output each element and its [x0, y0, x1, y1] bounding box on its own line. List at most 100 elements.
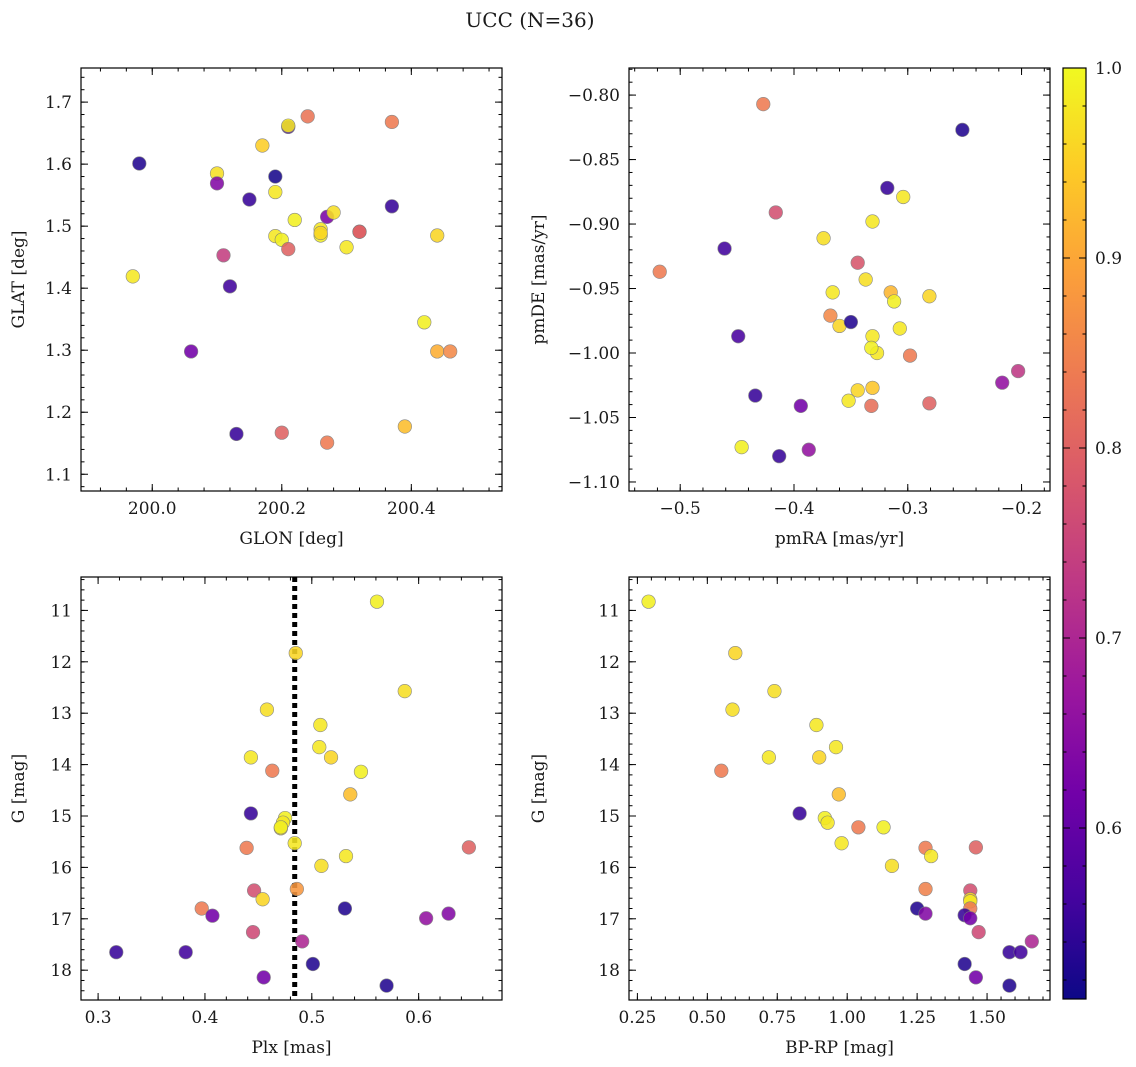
data-point: [828, 740, 844, 755]
y-tick-label: 1.1: [45, 465, 72, 485]
data-point: [865, 214, 880, 229]
data-point: [748, 388, 763, 403]
data-point: [109, 945, 124, 960]
data-point: [834, 836, 849, 851]
data-point: [922, 289, 937, 304]
x-axis-label: BP-RP [mag]: [785, 1038, 894, 1058]
data-point: [971, 925, 986, 940]
data-point: [338, 848, 354, 864]
data-point: [725, 702, 740, 717]
data-point: [1024, 934, 1039, 949]
colorbar: 0.6 0.7 0.8 0.9 1.0: [1062, 59, 1122, 1000]
data-point: [1011, 363, 1026, 379]
data-point: [255, 892, 270, 907]
x-axis-label: Plx [mas]: [251, 1038, 331, 1058]
data-point: [714, 763, 729, 778]
colorbar-tick-label: 1.0: [1095, 59, 1122, 79]
data-point: [417, 315, 432, 330]
data-point: [831, 787, 846, 802]
y-tick-label: 11: [598, 601, 620, 621]
data-point: [259, 702, 275, 717]
y-tick-label: 1.4: [45, 279, 72, 299]
data-point: [216, 248, 231, 263]
y-tick-label: 17: [598, 910, 620, 930]
y-tick-label: 11: [50, 601, 72, 621]
y-tick-label: 1.6: [45, 155, 72, 175]
data-point: [314, 858, 329, 873]
x-tick-label: 200.2: [257, 499, 306, 519]
y-axis-label: pmDE [mas/yr]: [529, 214, 549, 344]
x-tick-label: 1.25: [898, 1008, 936, 1028]
data-point: [902, 348, 918, 363]
data-point: [918, 906, 933, 921]
panel-bprp-g: 0.25 0.50 0.75 1.00 1.25 1.50 11 12 13 14 15 16 17 18…: [529, 576, 1051, 1058]
data-point: [397, 419, 412, 434]
y-tick-label: 15: [598, 807, 620, 827]
colorbar-fill: [1063, 68, 1086, 999]
y-tick-label: 12: [598, 653, 620, 673]
panel-plx-g: 0.3 0.4 0.5 0.6 11 12 13 14 15 16 17 18 Plx [mas] G […: [9, 576, 503, 1058]
data-point: [918, 881, 933, 897]
data-point: [767, 684, 782, 699]
data-point: [132, 156, 147, 171]
data-point: [922, 396, 937, 411]
data-point: [851, 820, 866, 835]
y-tick-label: 18: [598, 961, 620, 981]
data-point: [313, 717, 328, 733]
colorbar-tick-label: 0.8: [1095, 439, 1122, 459]
data-point: [876, 820, 891, 835]
axes-frame: [80, 67, 503, 492]
data-point: [430, 228, 445, 243]
data-point: [222, 279, 238, 294]
x-tick-label: 0.75: [758, 1008, 796, 1028]
data-point: [968, 970, 983, 985]
figure-title: UCC (N=36): [465, 8, 594, 32]
data-point: [353, 764, 369, 779]
data-point: [880, 180, 895, 196]
x-tick-label: 0.3: [85, 1008, 112, 1028]
data-point: [816, 231, 831, 246]
data-point: [194, 901, 209, 916]
x-axis-label: pmRA [mas/yr]: [775, 529, 904, 549]
x-tick-label: 1.50: [968, 1008, 1006, 1028]
y-tick-label: −0.90: [568, 215, 620, 235]
data-point: [379, 978, 394, 993]
data-point: [300, 109, 315, 124]
data-point: [313, 225, 328, 241]
colorbar-tick-label: 0.6: [1095, 819, 1122, 839]
y-axis-label: G [mag]: [529, 754, 549, 823]
axes-frame: [628, 67, 1051, 492]
colorbar-frame: [1062, 67, 1087, 1000]
data-point: [239, 840, 254, 855]
data-point: [734, 440, 749, 455]
data-point: [1013, 945, 1028, 960]
data-point: [884, 858, 900, 873]
data-point: [397, 684, 412, 699]
data-point: [430, 344, 445, 359]
data-point: [858, 272, 873, 287]
data-point: [312, 740, 327, 755]
x-axis-label: GLON [deg]: [239, 529, 343, 549]
data-point: [295, 934, 310, 949]
data-point: [768, 205, 783, 220]
data-point: [305, 956, 320, 972]
data-point: [756, 97, 771, 112]
panel-glon-glat: 200.0 200.2 200.4 1.1 1.2 1.3 1.4 1.5 1.6 1.7 GLON…: [9, 67, 503, 549]
data-point: [957, 956, 972, 972]
data-point: [801, 442, 816, 457]
y-tick-label: 17: [50, 910, 72, 930]
data-point: [268, 169, 283, 184]
x-tick-label: 0.25: [618, 1008, 656, 1028]
data-point: [850, 383, 865, 398]
x-tick-label: −0.3: [887, 499, 928, 519]
y-tick-label: 16: [50, 858, 72, 878]
plot-area: [652, 97, 1026, 464]
data-point: [369, 594, 385, 609]
data-point: [825, 285, 840, 300]
data-point: [843, 314, 858, 330]
x-tick-label: 200.4: [387, 499, 436, 519]
data-point: [281, 118, 296, 133]
plot-area: [641, 594, 1039, 993]
x-tick-label: 0.6: [405, 1008, 432, 1028]
